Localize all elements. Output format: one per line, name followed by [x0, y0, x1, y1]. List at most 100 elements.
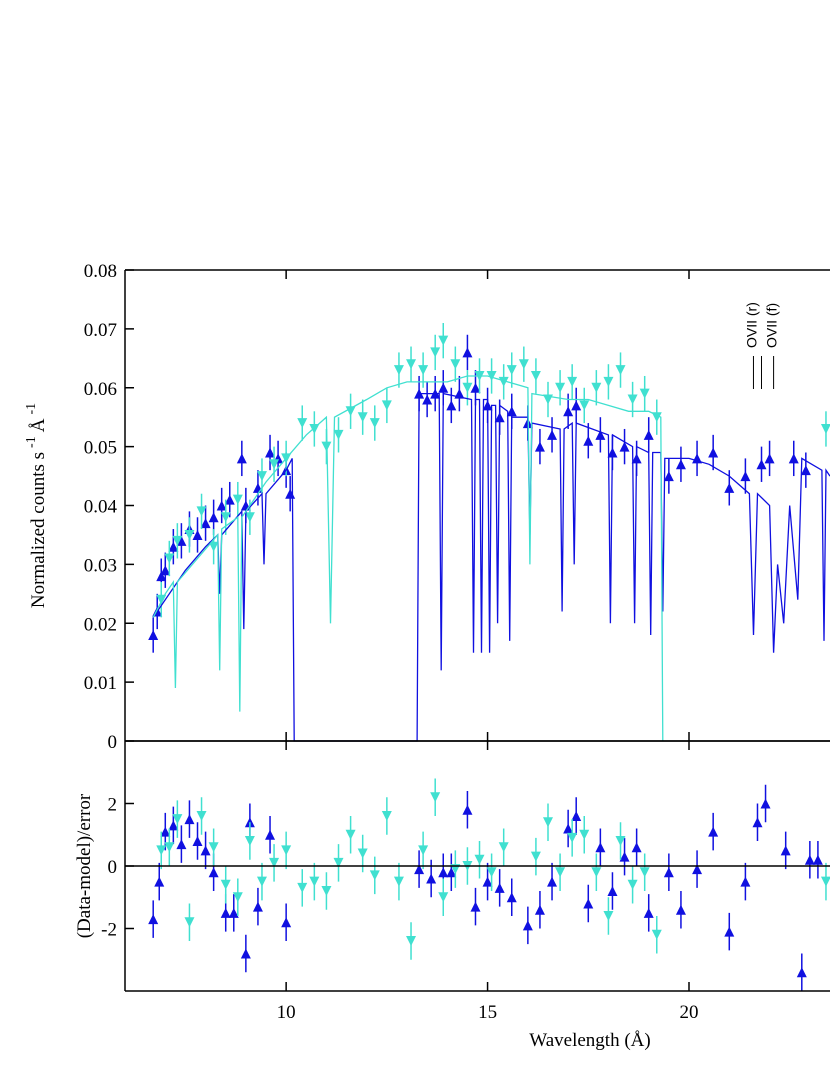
data-point [208, 842, 219, 853]
data-point [269, 857, 280, 868]
y-tick-label: 0 [108, 732, 118, 753]
data-point [256, 876, 267, 887]
data-point [796, 967, 807, 978]
data-point [265, 447, 276, 458]
y-tick-label: 0.06 [84, 379, 117, 400]
data-point [651, 929, 662, 940]
data-point [555, 382, 566, 393]
data-point [154, 876, 165, 887]
x-tick-label: 20 [680, 1002, 699, 1023]
data-point [422, 394, 433, 405]
data-point [470, 382, 481, 393]
y-tick-label: -2 [101, 920, 117, 941]
data-point [232, 892, 243, 903]
data-point [482, 876, 493, 887]
data-point [462, 382, 473, 393]
data-point [357, 412, 368, 423]
data-point [530, 370, 541, 381]
data-point [740, 471, 751, 482]
data-point [579, 829, 590, 840]
data-point [583, 435, 594, 446]
data-point [172, 814, 183, 825]
data-point [518, 359, 529, 370]
data-point [240, 948, 251, 959]
data-point [615, 836, 626, 846]
data-point [639, 867, 650, 878]
y-axis-label: (Data-model)/error [74, 793, 95, 938]
data-point [406, 359, 417, 370]
data-point [603, 911, 614, 921]
data-point [297, 882, 308, 893]
data-point [200, 518, 211, 529]
data-point [595, 429, 606, 440]
data-point [369, 870, 380, 881]
data-point [788, 453, 799, 464]
data-point [160, 565, 171, 576]
data-point [148, 914, 159, 925]
data-point [494, 882, 505, 893]
data-point [506, 406, 517, 417]
data-point [430, 792, 441, 803]
data-point [244, 512, 255, 523]
data-point [192, 836, 203, 846]
data-point [812, 854, 823, 865]
data-point [571, 400, 582, 411]
data-point [752, 817, 763, 828]
data-point [393, 365, 404, 376]
data-point [619, 851, 630, 862]
data-point [297, 418, 308, 429]
y-axis-label-part: -1 [24, 436, 39, 448]
data-point [522, 920, 533, 931]
y-tick-label: 0.03 [84, 555, 117, 576]
data-point [486, 370, 497, 381]
y-tick-label: 0 [108, 857, 118, 878]
data-point [333, 857, 344, 868]
data-point [208, 867, 219, 878]
data-point [244, 836, 255, 846]
data-point [579, 400, 590, 411]
data-point [309, 876, 320, 887]
y-axis-label: Normalized counts s -1 Å -1 [24, 403, 49, 608]
data-point [184, 529, 195, 540]
data-point [184, 814, 195, 825]
data-point [236, 453, 247, 464]
data-point [631, 842, 642, 853]
data-point [619, 441, 630, 452]
y-tick-label: 0.07 [84, 320, 117, 341]
data-point [486, 867, 497, 878]
data-point [168, 820, 179, 831]
data-point [534, 441, 545, 452]
data-point [764, 453, 775, 464]
data-point [470, 901, 481, 912]
data-point [393, 876, 404, 887]
data-point [369, 418, 380, 429]
data-point [381, 400, 392, 411]
x-tick-label: 15 [478, 1002, 497, 1023]
data-point [615, 365, 626, 376]
data-point [498, 842, 509, 853]
data-point [603, 376, 614, 387]
data-point [184, 917, 195, 928]
data-point [418, 845, 429, 856]
data-point [176, 535, 187, 546]
data-point [438, 867, 449, 878]
data-point [164, 553, 175, 564]
data-point [196, 811, 207, 821]
data-point [164, 842, 175, 853]
x-tick-label: 10 [277, 1002, 296, 1023]
data-point [692, 864, 703, 875]
data-point [547, 429, 558, 440]
data-point [285, 488, 296, 499]
data-point [567, 376, 578, 387]
data-point [563, 823, 574, 834]
data-point [760, 798, 771, 809]
data-point [591, 382, 602, 393]
plot-area [148, 778, 830, 991]
data-point [438, 335, 449, 346]
data-point [168, 541, 179, 552]
y-tick-label: 0.08 [84, 261, 117, 282]
data-point [567, 832, 578, 843]
model-line [152, 375, 664, 742]
data-point [446, 867, 457, 878]
